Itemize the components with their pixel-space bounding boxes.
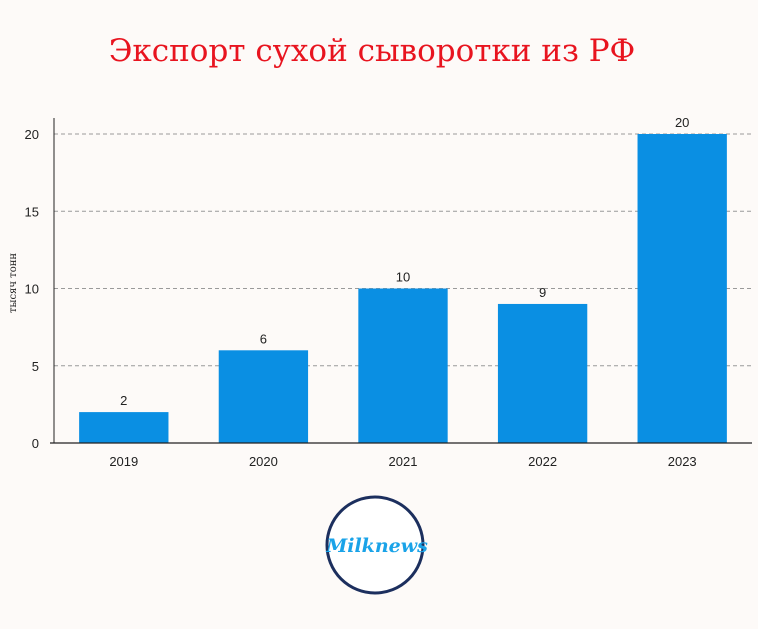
y-axis-label: тысяч тонн (8, 253, 19, 313)
grid-lines (54, 133, 752, 367)
y-tick-label: 5 (32, 359, 39, 374)
x-tick-label: 2020 (249, 454, 278, 469)
data-label: 20 (675, 115, 689, 130)
bar (358, 288, 448, 443)
logo-ring (325, 495, 425, 595)
data-labels: 2 6 10 9 20 (120, 115, 689, 408)
data-label: 2 (120, 393, 127, 408)
x-tick-labels: 2019 2020 2021 2022 2023 (109, 454, 696, 469)
logo-text: Milknews (325, 535, 428, 557)
y-tick-label: 15 (25, 204, 39, 219)
bar (637, 134, 727, 443)
bar (218, 350, 309, 443)
data-label: 6 (260, 331, 267, 346)
y-tick-label: 20 (25, 127, 39, 142)
bar (497, 303, 588, 443)
x-tick-label: 2022 (528, 454, 557, 469)
chart-title: Экспорт сухой сыворотки из РФ (109, 33, 636, 69)
data-label: 9 (539, 285, 546, 300)
axes (50, 118, 752, 444)
x-tick-label: 2019 (109, 454, 138, 469)
x-tick-label: 2023 (668, 454, 697, 469)
y-tick-label: 0 (32, 436, 39, 451)
bars (79, 134, 727, 443)
bar (79, 412, 169, 443)
x-tick-label: 2021 (389, 454, 418, 469)
y-tick-label: 10 (25, 282, 39, 297)
milknews-logo: Milknews (325, 495, 428, 595)
data-label: 10 (396, 270, 410, 285)
y-tick-labels: 0 5 10 15 20 (25, 127, 39, 451)
